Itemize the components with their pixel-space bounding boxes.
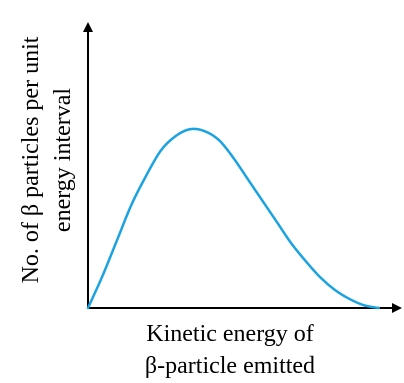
x-axis-label-line-1: Kinetic energy of: [146, 321, 314, 347]
y-axis-label-line-1: No. of β particles per unit: [18, 36, 44, 283]
x-axis-arrowhead: [392, 303, 402, 313]
series-curve: [86, 127, 380, 310]
x-axis-label-line-2: β-particle emitted: [145, 353, 315, 379]
y-axis-label-line-2: energy interval: [50, 88, 76, 232]
y-axis-arrowhead: [83, 22, 93, 32]
